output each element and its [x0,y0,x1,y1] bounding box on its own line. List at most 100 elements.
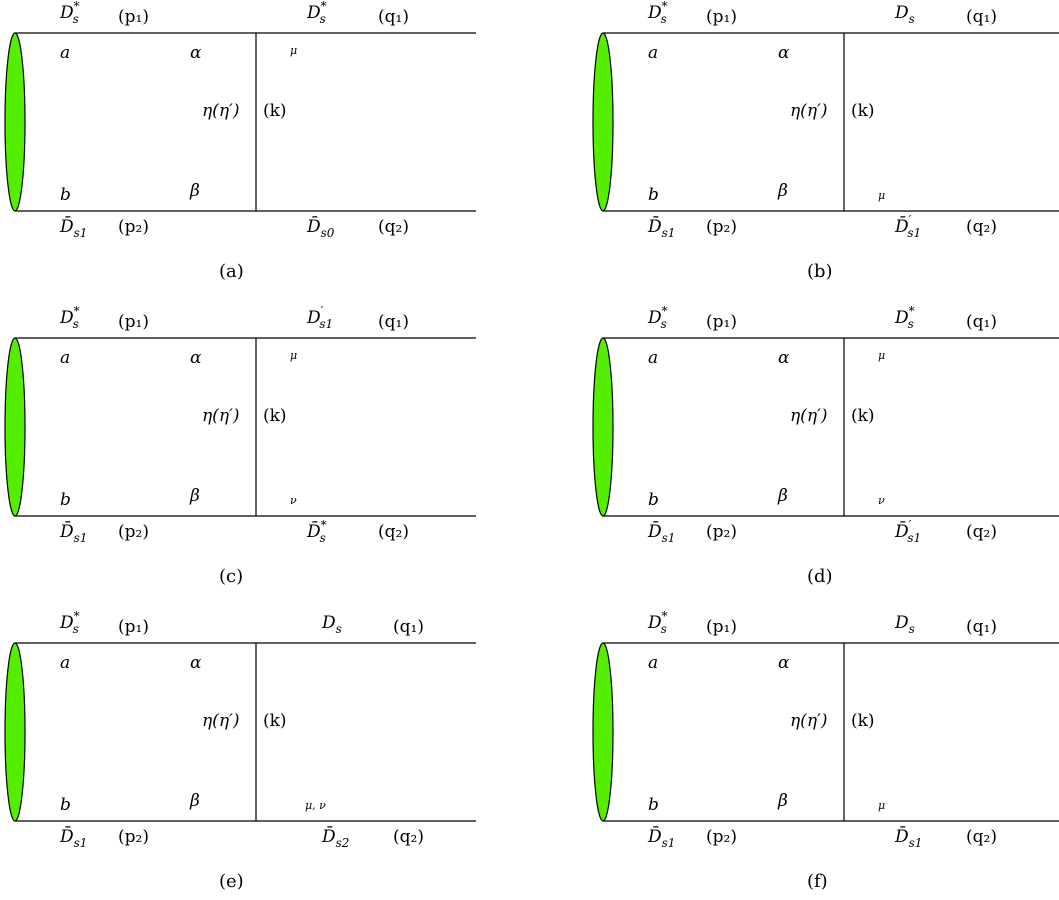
momentum-q1-label: (q₁) [378,312,409,332]
bottom-lorentz-index: μ [878,189,885,202]
initial-meson-2-label: D̄s1 [647,825,675,850]
final-meson-1-label: Ds [894,613,915,636]
momentum-q1-label: (q₁) [966,617,997,637]
momentum-q2-label: (q₂) [966,217,997,237]
panel-caption: (c) [219,566,243,587]
momentum-p2-label: (p₂) [706,217,737,237]
momentum-q1-label: (q₁) [378,7,409,27]
momentum-p1-label: (p₁) [706,312,737,332]
diagram-panel: D* s (p₁) Ds (q₁) D̄s1 (p₂) D̄s1 (q₂) a b α β η(η′) (k… [592,609,1059,892]
momentum-p1-label: (p₁) [118,7,149,27]
vertex-b-label: b [648,795,659,815]
vertex-alpha-label: α [778,653,790,673]
final-meson-2-label: D̄s0 [306,215,335,240]
vertex-alpha-label: α [190,348,202,368]
momentum-q2-label: (q₂) [393,827,424,847]
momentum-p2-label: (p₂) [118,522,149,542]
vertex-b-label: b [648,490,659,510]
diagram-panel: D* s (p₁) D* s (q₁) D̄s1 (p₂) D̄′ s1 (q₂) a b α β η(η′)… [592,304,1059,587]
momentum-p2-label: (p₂) [706,522,737,542]
momentum-q2-label: (q₂) [966,522,997,542]
top-lorentz-index: μ [290,349,297,362]
bottom-lorentz-index: μ [878,799,885,812]
exchange-momentum-label: (k) [851,711,875,731]
vertex-b-label: b [60,795,71,815]
diagram-panel: D* s (p₁) D* s (q₁) D̄s1 (p₂) D̄s0 (q₂) a b α β η(η′) (… [4,0,476,282]
vertex-beta-label: β [777,791,788,811]
diagram-panel: D* s (p₁) Ds (q₁) D̄s1 (p₂) D̄s2 (q₂) a b α β η(η′) (k… [4,609,476,892]
final-meson-1-label: D* s [306,0,327,26]
vertex-b-label: b [648,185,659,205]
initial-meson-2-label: D̄s1 [59,825,87,850]
panel-caption: (a) [219,261,244,282]
vertex-alpha-label: α [190,43,202,63]
exchange-particle-label: η(η′) [790,406,828,426]
exchange-momentum-label: (k) [263,406,287,426]
final-meson-1-label: D* s [894,304,915,331]
bottom-lorentz-index: ν [290,494,297,507]
vertex-b-label: b [60,490,71,510]
momentum-p1-label: (p₁) [706,7,737,27]
exchange-particle-label: η(η′) [202,711,240,731]
vertex-a-label: a [60,653,70,673]
initial-meson-2-label: D̄s1 [59,520,87,545]
momentum-q2-label: (q₂) [378,522,409,542]
momentum-p2-label: (p₂) [118,827,149,847]
vertex-blob [4,337,26,517]
momentum-p1-label: (p₁) [118,312,149,332]
initial-meson-1-label: D* s [59,304,80,331]
vertex-beta-label: β [189,181,200,201]
panel-caption: (b) [807,261,833,282]
exchange-particle-label: η(η′) [790,101,828,121]
vertex-a-label: a [648,43,658,63]
bottom-lorentz-index: ν [878,494,885,507]
exchange-particle-label: η(η′) [202,101,240,121]
vertex-a-label: a [60,348,70,368]
panel-caption: (f) [807,871,828,892]
momentum-p2-label: (p₂) [706,827,737,847]
diagram-panel: D* s (p₁) Ds (q₁) D̄s1 (p₂) D̄′ s1 (q₂) a b α β η(η′) (… [592,0,1059,282]
initial-meson-1-label: D* s [647,304,668,331]
vertex-beta-label: β [189,486,200,506]
bottom-lorentz-index: μ, ν [305,799,326,812]
final-meson-1-label: D′ s1 [306,304,333,331]
top-lorentz-index: μ [878,349,885,362]
momentum-q1-label: (q₁) [393,617,424,637]
diagram-panel: D* s (p₁) D′ s1 (q₁) D̄s1 (p₂) D̄* s (q₂) a b α β η(η′)… [4,304,476,587]
momentum-q1-label: (q₁) [966,312,997,332]
final-meson-1-label: Ds [894,3,915,26]
vertex-blob [4,642,26,822]
momentum-p1-label: (p₁) [118,617,149,637]
panel-caption: (d) [807,566,833,587]
exchange-momentum-label: (k) [851,101,875,121]
vertex-blob [592,32,614,212]
final-meson-1-label: Ds [321,613,342,636]
vertex-blob [592,337,614,517]
vertex-a-label: a [648,653,658,673]
vertex-beta-label: β [777,486,788,506]
vertex-alpha-label: α [190,653,202,673]
vertex-alpha-label: α [778,348,790,368]
vertex-beta-label: β [777,181,788,201]
momentum-q2-label: (q₂) [378,217,409,237]
vertex-beta-label: β [189,791,200,811]
momentum-p2-label: (p₂) [118,217,149,237]
initial-meson-2-label: D̄s1 [59,215,87,240]
momentum-p1-label: (p₁) [706,617,737,637]
momentum-q1-label: (q₁) [966,7,997,27]
initial-meson-1-label: D* s [647,0,668,26]
initial-meson-1-label: D* s [59,0,80,26]
top-lorentz-index: μ [290,44,297,57]
final-meson-2-label: D̄* s [306,518,327,545]
exchange-momentum-label: (k) [263,101,287,121]
panel-caption: (e) [219,871,244,892]
initial-meson-1-label: D* s [647,609,668,636]
initial-meson-2-label: D̄s1 [647,215,675,240]
final-meson-2-label: D̄s1 [894,825,922,850]
vertex-blob [592,642,614,822]
exchange-momentum-label: (k) [263,711,287,731]
final-meson-2-label: D̄s2 [321,825,349,850]
vertex-a-label: a [648,348,658,368]
final-meson-2-label: D̄′ s1 [894,518,921,545]
